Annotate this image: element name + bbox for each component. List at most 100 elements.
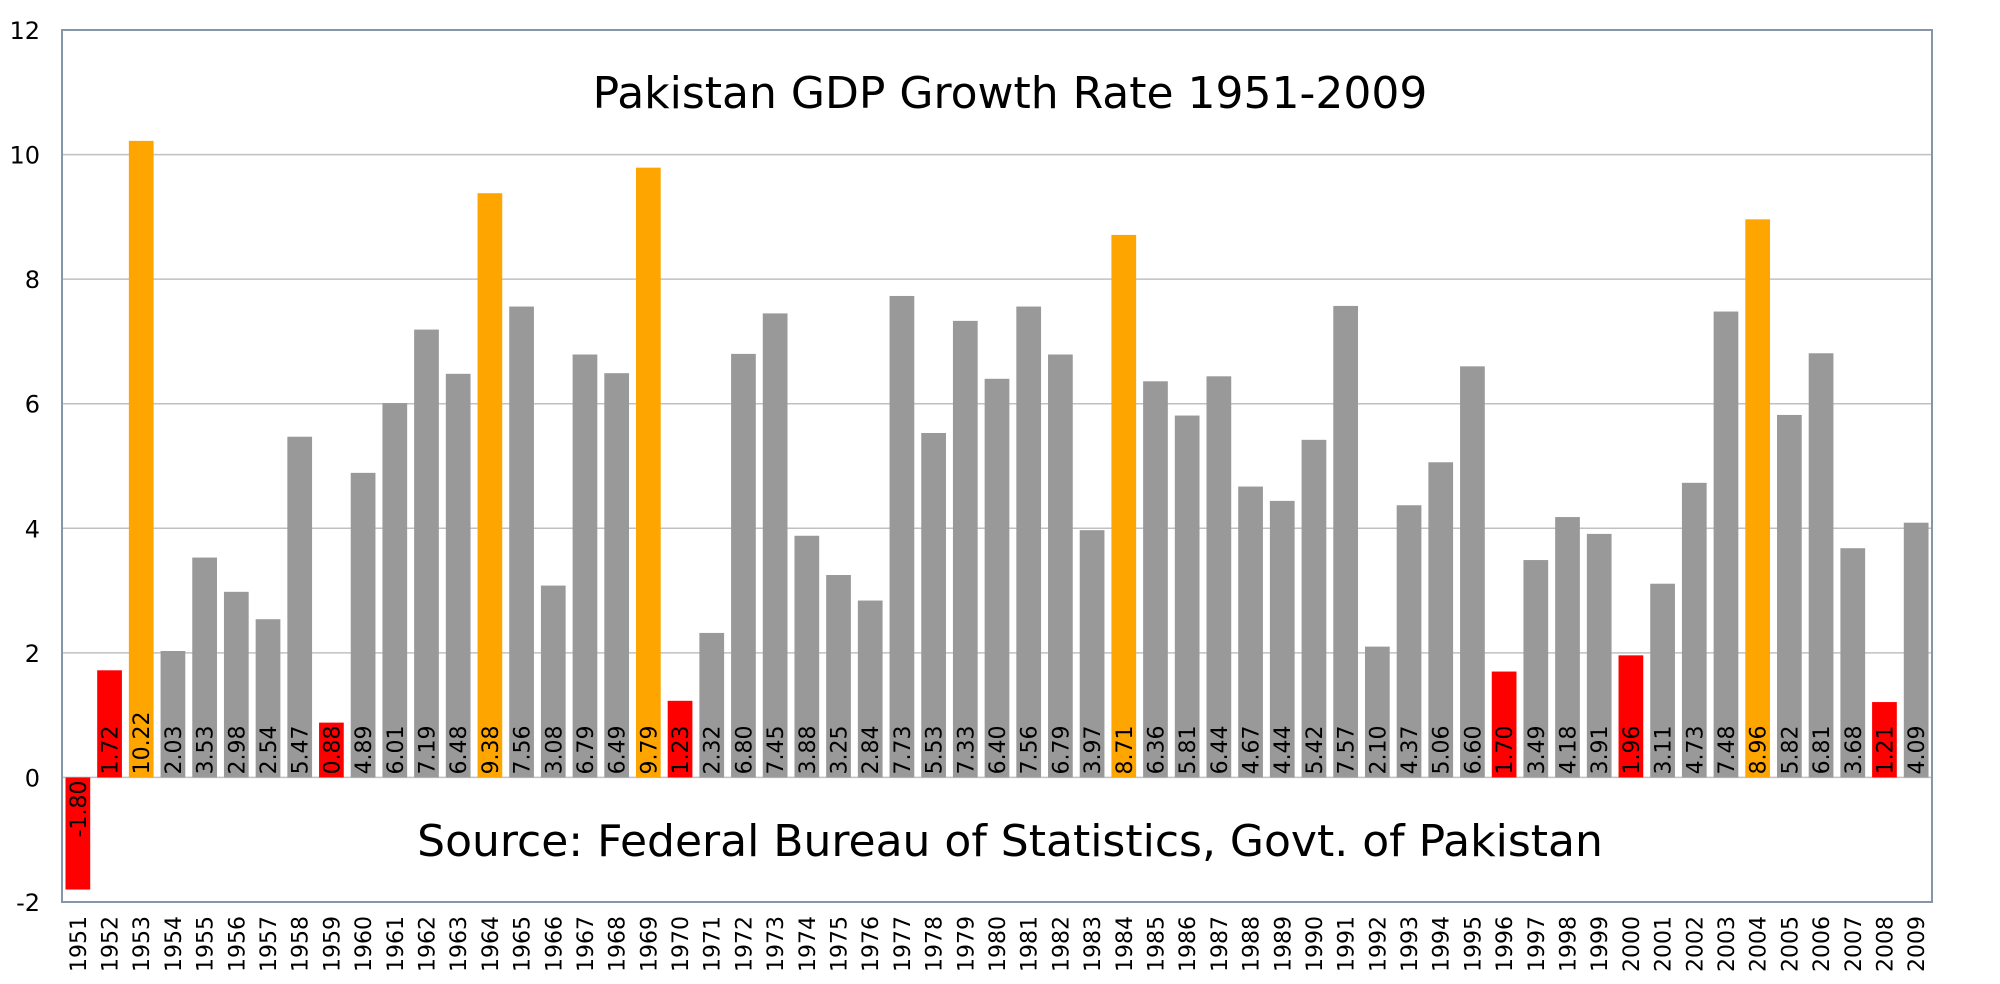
- bar: [1840, 548, 1866, 778]
- x-tick-label: 1998: [1557, 916, 1582, 972]
- bar-value-label: 6.49: [606, 725, 631, 774]
- bar: [350, 472, 376, 778]
- y-tick-label: 4: [25, 515, 40, 543]
- y-tick-label: 8: [25, 266, 40, 294]
- bar-value-label: 9.38: [479, 725, 504, 774]
- bar-value-label: 10.22: [130, 711, 155, 774]
- bar: [1872, 702, 1897, 778]
- x-tick-label: 1983: [1081, 916, 1106, 972]
- bar: [1048, 354, 1073, 778]
- bar-value-label: 3.68: [1842, 725, 1867, 774]
- bar-value-label: 0.88: [320, 725, 345, 774]
- bar-value-label: 6.36: [1144, 725, 1169, 774]
- bar: [794, 535, 820, 778]
- bar: [97, 670, 122, 778]
- bar-value-label: 3.97: [1081, 725, 1106, 774]
- x-tick-label: 1970: [669, 916, 694, 972]
- bar-value-label: -1.80: [67, 780, 92, 837]
- x-tick-label: 1978: [923, 916, 948, 972]
- x-tick-label: 1989: [1271, 916, 1296, 972]
- x-tick-label: 1959: [320, 916, 345, 972]
- x-tick-label: 2004: [1747, 916, 1772, 972]
- x-tick-label: 1988: [1240, 916, 1265, 972]
- x-tick-label: 1961: [384, 916, 409, 972]
- bar-value-label: 2.54: [257, 725, 282, 774]
- bar-value-label: 7.56: [1018, 725, 1043, 774]
- x-tick-label: 1997: [1525, 916, 1550, 972]
- bar-value-label: 5.81: [1176, 725, 1201, 774]
- bar: [1206, 376, 1232, 778]
- x-tick-label: 1990: [1303, 916, 1328, 972]
- x-tick-label: 1980: [986, 916, 1011, 972]
- bar-value-label: 7.57: [1335, 725, 1360, 774]
- y-tick-label: -2: [16, 889, 40, 917]
- bar: [857, 600, 883, 778]
- bar: [1016, 306, 1042, 778]
- bar-value-label: 7.48: [1715, 725, 1740, 774]
- bar: [128, 140, 154, 778]
- bar: [731, 353, 756, 778]
- bar-value-label: 5.42: [1303, 725, 1328, 774]
- x-tick-label: 1966: [542, 916, 567, 972]
- x-tick-label: 1979: [954, 916, 979, 972]
- bar-value-label: 2.03: [162, 725, 187, 774]
- y-tick-label: 6: [25, 391, 40, 419]
- x-tick-label: 2009: [1905, 916, 1930, 972]
- bar-value-label: 6.60: [1461, 725, 1486, 774]
- bar-value-label: 6.40: [986, 725, 1011, 774]
- bar-value-label: 1.23: [669, 725, 694, 774]
- bar-value-label: 4.89: [352, 725, 377, 774]
- x-tick-label: 2007: [1842, 916, 1867, 972]
- bar-value-label: 3.08: [542, 725, 567, 774]
- bar-value-label: 3.53: [194, 725, 219, 774]
- x-tick-label: 1995: [1461, 916, 1486, 972]
- bar: [382, 403, 408, 778]
- bar-value-label: 6.80: [732, 725, 757, 774]
- bar-value-label: 7.45: [764, 725, 789, 774]
- x-tick-label: 1999: [1588, 916, 1613, 972]
- x-tick-label: 1986: [1176, 916, 1201, 972]
- bar: [414, 329, 439, 778]
- y-tick-label: 2: [25, 640, 40, 668]
- bar: [1586, 533, 1612, 778]
- bars: [65, 140, 1929, 890]
- x-tick-label: 1969: [637, 916, 662, 972]
- x-tick-label: 2001: [1652, 916, 1677, 972]
- chart-title: Pakistan GDP Growth Rate 1951-2009: [593, 68, 1428, 119]
- bar: [952, 320, 978, 778]
- bar-value-label: 7.33: [954, 725, 979, 774]
- x-tick-label: 1967: [574, 916, 599, 972]
- bar: [1396, 505, 1422, 778]
- x-tick-label: 1982: [1049, 916, 1074, 972]
- bar: [1301, 439, 1327, 778]
- x-tick-label: 1992: [1366, 916, 1391, 972]
- bar: [477, 193, 503, 778]
- bar-value-label: 2.84: [859, 725, 884, 774]
- x-tick-label: 1968: [606, 916, 631, 972]
- bar: [1079, 530, 1105, 778]
- bar-value-label: 4.09: [1905, 725, 1930, 774]
- bar-value-label: 8.71: [1113, 725, 1138, 774]
- bar: [1491, 671, 1517, 778]
- bar-value-label: 6.79: [574, 725, 599, 774]
- bar: [540, 585, 566, 778]
- bar-value-label: 1.70: [1493, 725, 1518, 774]
- bar: [1555, 517, 1580, 778]
- bar: [1618, 655, 1644, 778]
- x-tick-label: 2008: [1873, 916, 1898, 972]
- bar-value-label: 4.73: [1683, 725, 1708, 774]
- x-tick-label: 1974: [796, 916, 821, 972]
- y-axis-ticks: -2 0 2 4 6 8 10 12: [9, 17, 40, 917]
- bar-value-label: 5.47: [289, 725, 314, 774]
- bar-value-label: 2.98: [225, 725, 250, 774]
- bar: [667, 700, 693, 778]
- x-tick-label: 1973: [764, 916, 789, 972]
- x-tick-label: 2000: [1620, 916, 1645, 972]
- plot-frame: [61, 29, 1933, 903]
- bar: [1903, 522, 1929, 778]
- bar-value-label: 2.32: [701, 725, 726, 774]
- bar-value-label: 1.21: [1873, 725, 1898, 774]
- bar: [192, 557, 217, 778]
- bar: [1174, 415, 1200, 778]
- bar-value-label: 3.25: [828, 725, 853, 774]
